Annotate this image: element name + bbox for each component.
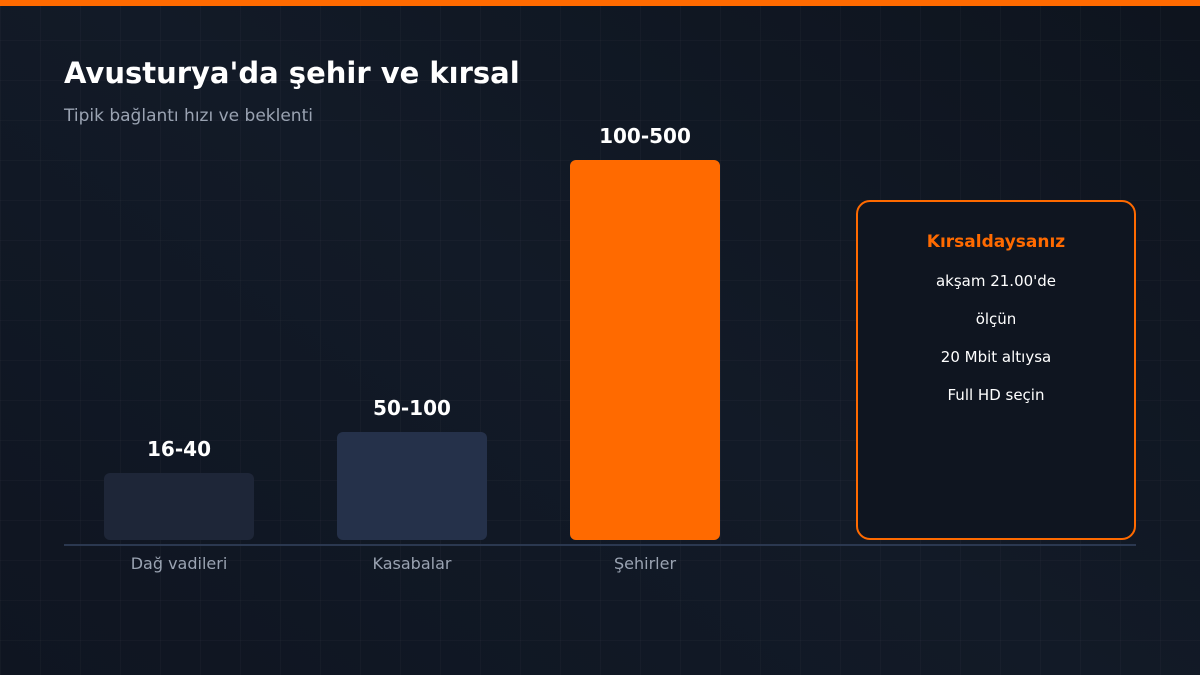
- value-label: 100-500: [599, 124, 691, 148]
- bar: [337, 432, 487, 540]
- accent-stripe: [0, 0, 1200, 6]
- baseline: [64, 544, 1136, 546]
- value-label: 50-100: [373, 396, 451, 420]
- bar: [104, 473, 254, 540]
- value-label: 16-40: [147, 437, 211, 461]
- note-line: 20 Mbit altıysa: [940, 348, 1052, 366]
- note-line: ölçün: [975, 310, 1017, 328]
- note-line: akşam 21.00'de: [935, 272, 1057, 290]
- category-label: Şehirler: [613, 554, 677, 573]
- title: Avusturya'da şehir ve kırsal: [64, 56, 520, 90]
- category-label: Dağ vadileri: [130, 554, 228, 573]
- subtitle: Tipik bağlantı hızı ve beklenti: [64, 106, 313, 126]
- note-line: Full HD seçin: [947, 386, 1045, 404]
- note-box: Kırsaldaysanız akşam 21.00'de ölçün 20 M…: [856, 200, 1136, 540]
- bar: [570, 160, 720, 540]
- note-title: Kırsaldaysanız: [926, 232, 1066, 252]
- category-label: Kasabalar: [372, 554, 452, 573]
